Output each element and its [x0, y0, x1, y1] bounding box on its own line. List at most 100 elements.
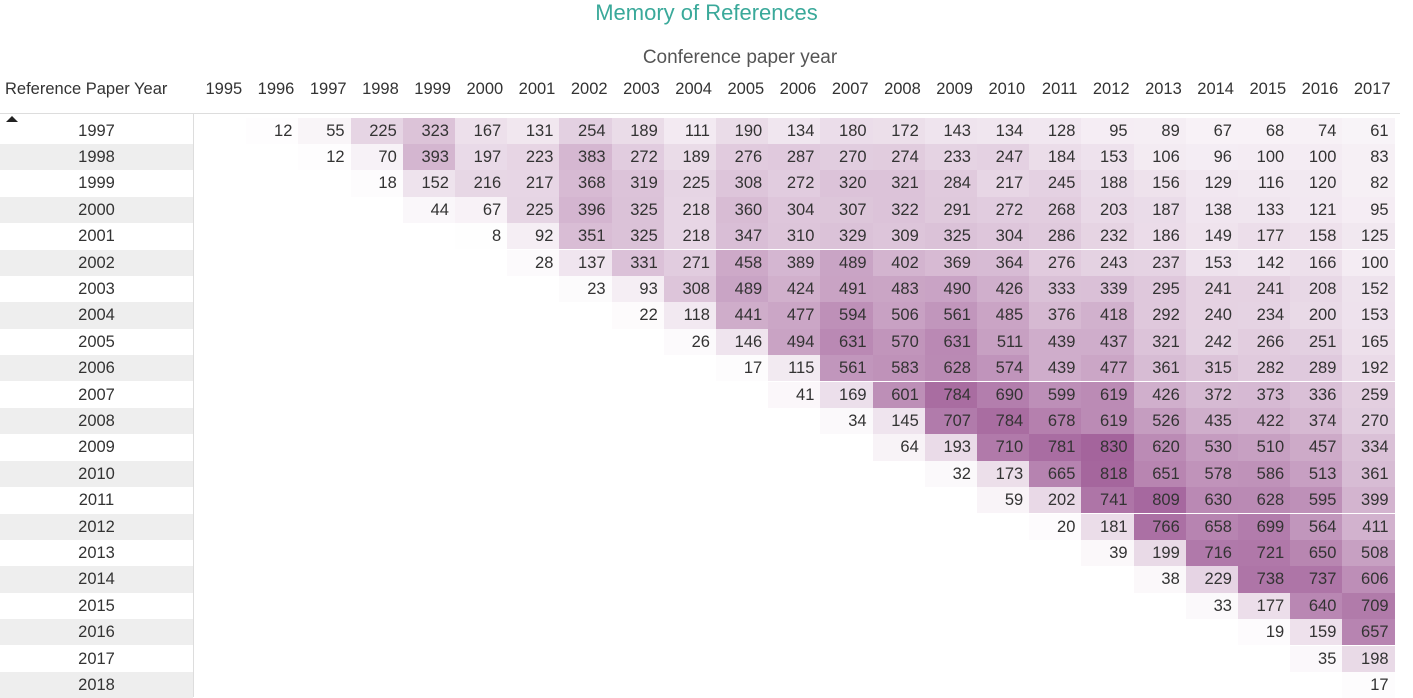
cell-2015-2016[interactable]: 640 — [1290, 592, 1343, 620]
column-header-2002[interactable]: 2002 — [570, 80, 608, 98]
cell-1997-1999[interactable]: 323 — [402, 117, 455, 144]
cell-2000-2012[interactable]: 203 — [1081, 196, 1134, 224]
cell-2002-2012[interactable]: 243 — [1081, 249, 1134, 276]
cell-2012-2016[interactable]: 564 — [1290, 513, 1343, 540]
cell-1998-2009[interactable]: 233 — [924, 143, 977, 171]
cell-2001-2016[interactable]: 158 — [1290, 223, 1343, 250]
cell-2005-2006[interactable]: 494 — [768, 328, 821, 356]
cell-2001-2015[interactable]: 177 — [1238, 223, 1291, 250]
column-header-2015[interactable]: 2015 — [1249, 80, 1287, 98]
cell-1997-2017[interactable]: 61 — [1342, 117, 1395, 144]
cell-2001-2017[interactable]: 125 — [1342, 223, 1395, 250]
cell-2002-2003[interactable]: 331 — [611, 249, 664, 276]
cell-2015-2015[interactable]: 177 — [1238, 592, 1291, 620]
cell-1999-2004[interactable]: 225 — [663, 170, 716, 197]
column-header-2004[interactable]: 2004 — [675, 80, 712, 98]
column-header-1996[interactable]: 1996 — [257, 80, 295, 98]
cell-1999-2001[interactable]: 217 — [507, 170, 560, 197]
cell-2004-2010[interactable]: 485 — [977, 302, 1030, 329]
cell-1998-2001[interactable]: 223 — [507, 143, 560, 171]
cell-2007-2007[interactable]: 169 — [820, 381, 873, 408]
cell-2008-2011[interactable]: 678 — [1029, 407, 1082, 435]
cell-1998-2008[interactable]: 274 — [872, 143, 925, 171]
cell-2014-2017[interactable]: 606 — [1342, 566, 1395, 593]
cell-2014-2014[interactable]: 229 — [1185, 566, 1238, 593]
cell-2001-2014[interactable]: 149 — [1185, 223, 1238, 250]
cell-1997-2001[interactable]: 131 — [507, 117, 560, 144]
cell-1997-2000[interactable]: 167 — [455, 117, 508, 144]
cell-2004-2012[interactable]: 418 — [1081, 302, 1134, 329]
cell-2009-2015[interactable]: 510 — [1238, 434, 1291, 461]
cell-2010-2009[interactable]: 32 — [924, 460, 977, 488]
cell-2013-2016[interactable]: 650 — [1290, 539, 1343, 567]
cell-1998-2006[interactable]: 287 — [768, 143, 821, 171]
cell-2009-2008[interactable]: 64 — [872, 434, 925, 461]
cell-2001-2007[interactable]: 329 — [820, 223, 873, 250]
cell-2006-2012[interactable]: 477 — [1081, 355, 1134, 382]
cell-1997-2009[interactable]: 143 — [924, 117, 977, 144]
cell-2010-2017[interactable]: 361 — [1342, 460, 1395, 488]
cell-1997-2004[interactable]: 111 — [663, 117, 716, 144]
cell-1999-2008[interactable]: 321 — [872, 170, 925, 197]
column-header-1998[interactable]: 1998 — [362, 80, 399, 98]
cell-1999-1999[interactable]: 152 — [402, 170, 455, 197]
cell-2003-2005[interactable]: 489 — [716, 275, 769, 303]
cell-2010-2011[interactable]: 665 — [1029, 460, 1082, 488]
cell-2003-2014[interactable]: 241 — [1185, 275, 1238, 303]
column-header-2006[interactable]: 2006 — [779, 80, 817, 98]
cell-2002-2015[interactable]: 142 — [1238, 249, 1291, 276]
cell-2001-2011[interactable]: 286 — [1029, 223, 1082, 250]
cell-1999-2000[interactable]: 216 — [455, 170, 508, 197]
cell-1998-1998[interactable]: 70 — [350, 143, 403, 171]
cell-1999-2014[interactable]: 129 — [1185, 170, 1238, 197]
cell-2000-2015[interactable]: 133 — [1238, 196, 1291, 224]
cell-2003-2010[interactable]: 426 — [977, 275, 1030, 303]
cell-1998-2015[interactable]: 100 — [1238, 143, 1291, 171]
column-header-2008[interactable]: 2008 — [884, 80, 921, 98]
cell-1997-2013[interactable]: 89 — [1133, 117, 1186, 144]
column-header-2000[interactable]: 2000 — [466, 80, 504, 98]
cell-2012-2015[interactable]: 699 — [1238, 513, 1291, 540]
cell-2006-2010[interactable]: 574 — [977, 355, 1030, 382]
cell-2002-2013[interactable]: 237 — [1133, 249, 1186, 276]
cell-2009-2017[interactable]: 334 — [1342, 434, 1395, 461]
cell-2001-2009[interactable]: 325 — [924, 223, 977, 250]
cell-2007-2012[interactable]: 619 — [1081, 381, 1134, 408]
cell-2009-2013[interactable]: 620 — [1133, 434, 1186, 461]
cell-1997-2014[interactable]: 67 — [1185, 117, 1238, 144]
cell-1998-1999[interactable]: 393 — [402, 143, 455, 171]
cell-1998-2003[interactable]: 272 — [611, 143, 664, 171]
cell-2013-2012[interactable]: 39 — [1081, 539, 1134, 567]
cell-2013-2015[interactable]: 721 — [1238, 539, 1291, 567]
cell-2005-2011[interactable]: 439 — [1029, 328, 1082, 356]
column-header-2007[interactable]: 2007 — [831, 80, 869, 98]
cell-2000-2014[interactable]: 138 — [1185, 196, 1238, 224]
cell-2003-2013[interactable]: 295 — [1133, 275, 1186, 303]
cell-2012-2012[interactable]: 181 — [1081, 513, 1134, 540]
cell-2002-2002[interactable]: 137 — [559, 249, 612, 276]
cell-2002-2007[interactable]: 489 — [820, 249, 873, 276]
cell-2002-2009[interactable]: 369 — [924, 249, 977, 276]
cell-2018-2017[interactable]: 17 — [1342, 671, 1395, 698]
cell-2007-2008[interactable]: 601 — [872, 381, 925, 408]
cell-2011-2012[interactable]: 741 — [1081, 487, 1134, 514]
cell-2009-2012[interactable]: 830 — [1081, 434, 1134, 461]
cell-1998-2016[interactable]: 100 — [1290, 143, 1343, 171]
cell-2011-2017[interactable]: 399 — [1342, 487, 1395, 514]
cell-2013-2014[interactable]: 716 — [1185, 539, 1238, 567]
cell-1997-1996[interactable]: 12 — [246, 117, 299, 144]
cell-1999-2013[interactable]: 156 — [1133, 170, 1186, 197]
cell-1997-2015[interactable]: 68 — [1238, 117, 1291, 144]
cell-1999-2017[interactable]: 82 — [1342, 170, 1395, 197]
cell-2009-2009[interactable]: 193 — [924, 434, 977, 461]
cell-2004-2011[interactable]: 376 — [1029, 302, 1082, 329]
cell-2006-2007[interactable]: 561 — [820, 355, 873, 382]
cell-2001-2008[interactable]: 309 — [872, 223, 925, 250]
cell-2001-2005[interactable]: 347 — [716, 223, 769, 250]
column-header-2001[interactable]: 2001 — [518, 80, 556, 98]
cell-2006-2006[interactable]: 115 — [768, 355, 821, 382]
cell-2002-2014[interactable]: 153 — [1185, 249, 1238, 276]
cell-2011-2010[interactable]: 59 — [977, 487, 1030, 514]
cell-2000-2006[interactable]: 304 — [768, 196, 821, 224]
cell-2004-2003[interactable]: 22 — [611, 302, 664, 329]
